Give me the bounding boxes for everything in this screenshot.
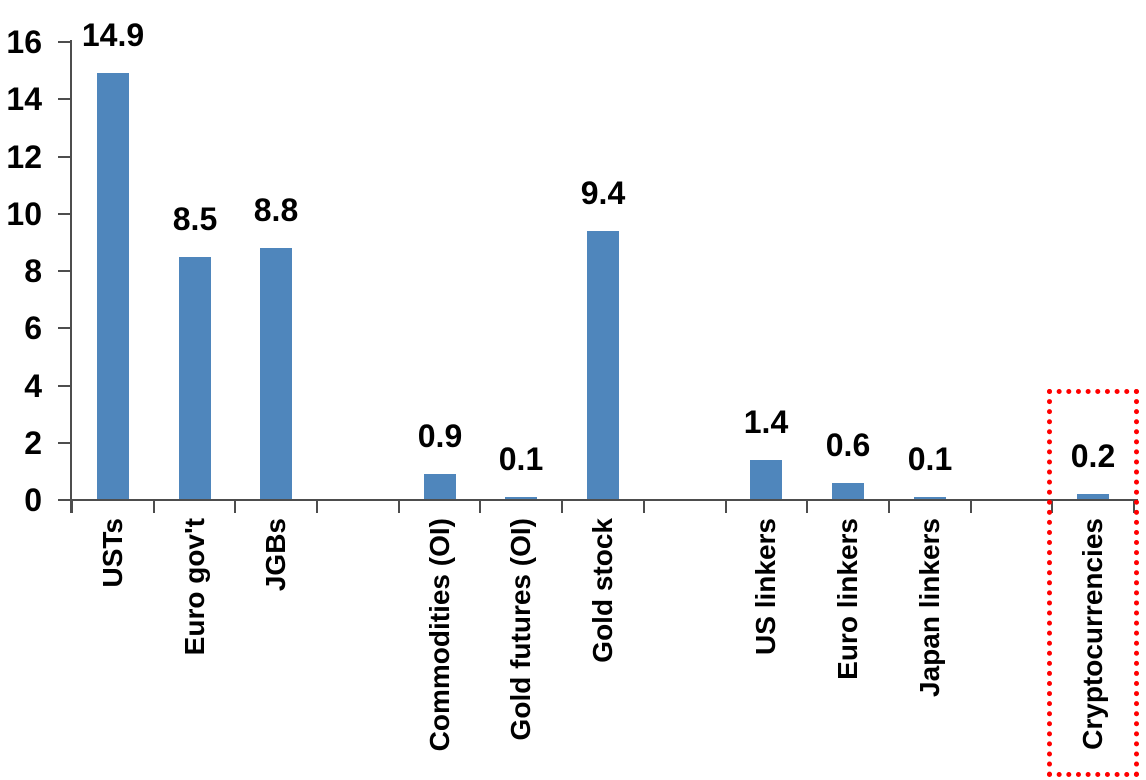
bar: [587, 231, 619, 500]
x-axis-tick: [153, 500, 155, 513]
x-axis-tick: [71, 500, 73, 513]
x-axis-tick: [234, 500, 236, 513]
y-axis-tick-label: 6: [24, 310, 42, 346]
x-axis-tick: [398, 500, 400, 513]
y-axis-tick: [58, 98, 70, 100]
x-axis-category-label: US linkers: [750, 518, 781, 655]
bar: [424, 474, 456, 500]
y-axis-tick: [58, 213, 70, 215]
bar-value-label: 0.9: [417, 418, 463, 454]
x-axis-category-label: Gold futures (OI): [505, 518, 536, 741]
y-axis-tick-label: 2: [24, 425, 42, 461]
x-axis-tick: [725, 500, 727, 513]
x-axis-line: [58, 499, 1138, 501]
highlight-box: [1047, 389, 1139, 777]
x-axis-category-label: Gold stock: [587, 518, 618, 663]
y-axis-tick: [58, 270, 70, 272]
x-axis-tick: [1051, 500, 1053, 513]
y-axis-line: [70, 40, 72, 513]
y-axis-tick: [58, 442, 70, 444]
x-axis-category-label: Euro gov't: [179, 518, 210, 656]
bar-value-label: 8.8: [253, 192, 299, 228]
bar: [97, 73, 129, 500]
bar: [179, 257, 211, 500]
bar: [750, 460, 782, 500]
bar-value-label: 0.2: [1070, 438, 1116, 474]
bar: [832, 483, 864, 500]
y-axis-tick-label: 8: [24, 253, 42, 289]
y-axis-tick-label: 12: [6, 139, 42, 175]
x-axis-tick: [888, 500, 890, 513]
x-axis-tick: [806, 500, 808, 513]
x-axis-tick: [970, 500, 972, 513]
bar-value-label: 1.4: [743, 404, 789, 440]
y-axis-tick-label: 10: [6, 196, 42, 232]
bar-value-label: 0.1: [498, 441, 544, 477]
x-axis-tick: [643, 500, 645, 513]
y-axis-tick: [58, 41, 70, 43]
x-axis-tick: [479, 500, 481, 513]
x-axis-category-label: Euro linkers: [832, 518, 863, 680]
bar-value-label: 0.6: [825, 427, 871, 463]
y-axis-tick-label: 14: [6, 81, 42, 117]
bar-value-label: 8.5: [172, 201, 218, 237]
x-axis-category-label: Commodities (OI): [424, 518, 455, 752]
bar: [1077, 494, 1109, 500]
x-axis-tick: [316, 500, 318, 513]
x-axis-category-label: JGBs: [260, 518, 291, 592]
y-axis-tick: [58, 156, 70, 158]
y-axis-tick: [58, 385, 70, 387]
bar: [260, 248, 292, 500]
y-axis-tick-label: 4: [24, 368, 42, 404]
bar: [505, 497, 537, 500]
x-axis-category-label: Japan linkers: [914, 518, 945, 697]
bar-value-label: 0.1: [907, 441, 953, 477]
x-axis-category-label: USTs: [97, 518, 128, 588]
y-axis-tick: [58, 327, 70, 329]
bar: [914, 497, 946, 500]
y-axis-tick-label: 0: [24, 482, 42, 518]
x-axis-tick: [561, 500, 563, 513]
y-axis-tick-label: 16: [6, 24, 42, 60]
bar-value-label: 9.4: [580, 175, 626, 211]
bar-value-label: 14.9: [81, 17, 145, 53]
